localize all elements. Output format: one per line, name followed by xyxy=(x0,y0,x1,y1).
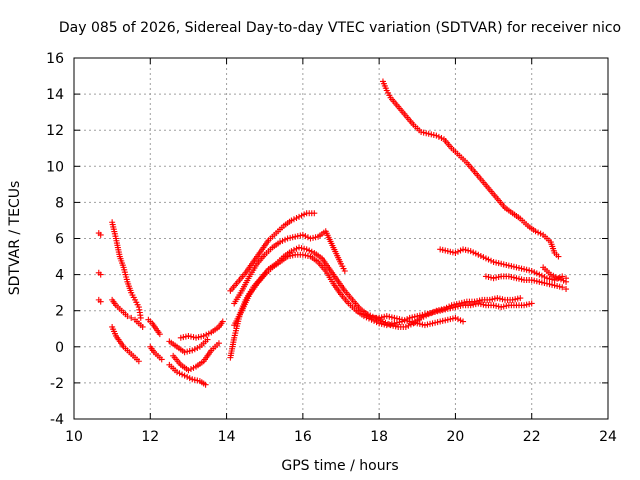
series-track-15 xyxy=(227,244,524,361)
series-track-10 xyxy=(170,340,222,374)
data-point xyxy=(559,273,566,280)
data-point xyxy=(219,318,226,325)
data-point xyxy=(137,314,144,321)
data-point xyxy=(555,253,562,260)
series-track-5 xyxy=(109,296,146,330)
series-track-12 xyxy=(177,318,226,341)
y-tick-label: 8 xyxy=(55,195,64,211)
x-tick-label: 20 xyxy=(447,429,465,445)
data-point xyxy=(124,313,131,320)
data-point xyxy=(563,286,570,293)
y-tick-label: 0 xyxy=(55,340,64,356)
data-point xyxy=(135,358,142,365)
series-track-7 xyxy=(145,316,163,338)
x-tick-label: 16 xyxy=(294,429,312,445)
data-point xyxy=(311,210,318,217)
series-track-21 xyxy=(540,264,570,285)
x-tick-label: 14 xyxy=(218,429,236,445)
series-track-11 xyxy=(166,361,209,388)
data-point xyxy=(528,300,535,307)
y-tick-label: -2 xyxy=(50,376,64,392)
series-track-9 xyxy=(166,336,211,356)
data-point xyxy=(204,336,211,343)
series-track-2 xyxy=(95,269,104,278)
data-point xyxy=(97,231,104,238)
series-track-6 xyxy=(109,323,142,365)
x-axis-label: GPS time / hours xyxy=(281,458,398,474)
data-points xyxy=(95,78,570,388)
y-tick-label: 4 xyxy=(55,268,64,284)
data-point xyxy=(97,298,104,305)
series-track-20 xyxy=(482,273,570,293)
series-track-3 xyxy=(95,296,104,305)
x-tick-label: 22 xyxy=(523,429,541,445)
y-tick-label: 14 xyxy=(46,87,64,103)
grid xyxy=(74,58,608,419)
x-tick-label: 18 xyxy=(370,429,388,445)
data-point xyxy=(341,267,348,274)
x-tick-label: 10 xyxy=(65,429,83,445)
y-tick-label: 16 xyxy=(46,51,64,67)
series-track-14 xyxy=(231,228,348,307)
series-track-19 xyxy=(437,246,570,284)
y-tick-label: 2 xyxy=(55,304,64,320)
chart-title: Day 085 of 2026, Sidereal Day-to-day VTE… xyxy=(59,20,621,36)
series-track-1 xyxy=(95,230,104,238)
y-tick-label: 10 xyxy=(46,159,64,175)
data-point xyxy=(563,278,570,285)
data-point xyxy=(139,323,146,330)
data-point xyxy=(158,356,165,363)
data-point xyxy=(517,295,524,302)
series-track-17 xyxy=(360,311,467,329)
data-point xyxy=(156,331,163,338)
x-tick-label: 12 xyxy=(141,429,159,445)
data-point xyxy=(460,318,467,325)
data-point xyxy=(128,314,135,321)
series-track-8 xyxy=(147,343,165,363)
y-tick-label: 6 xyxy=(55,232,64,248)
data-point xyxy=(559,284,566,291)
data-point xyxy=(97,271,104,278)
x-tick-label: 24 xyxy=(599,429,617,445)
series-track-13 xyxy=(227,210,318,294)
data-point xyxy=(202,381,209,388)
y-tick-label: 12 xyxy=(46,123,64,139)
data-point xyxy=(215,340,222,347)
y-tick-label: -4 xyxy=(50,412,64,428)
series-track-18 xyxy=(379,78,562,260)
y-axis-label: SDTVAR / TECUs xyxy=(7,181,23,296)
series-track-4 xyxy=(109,219,144,321)
